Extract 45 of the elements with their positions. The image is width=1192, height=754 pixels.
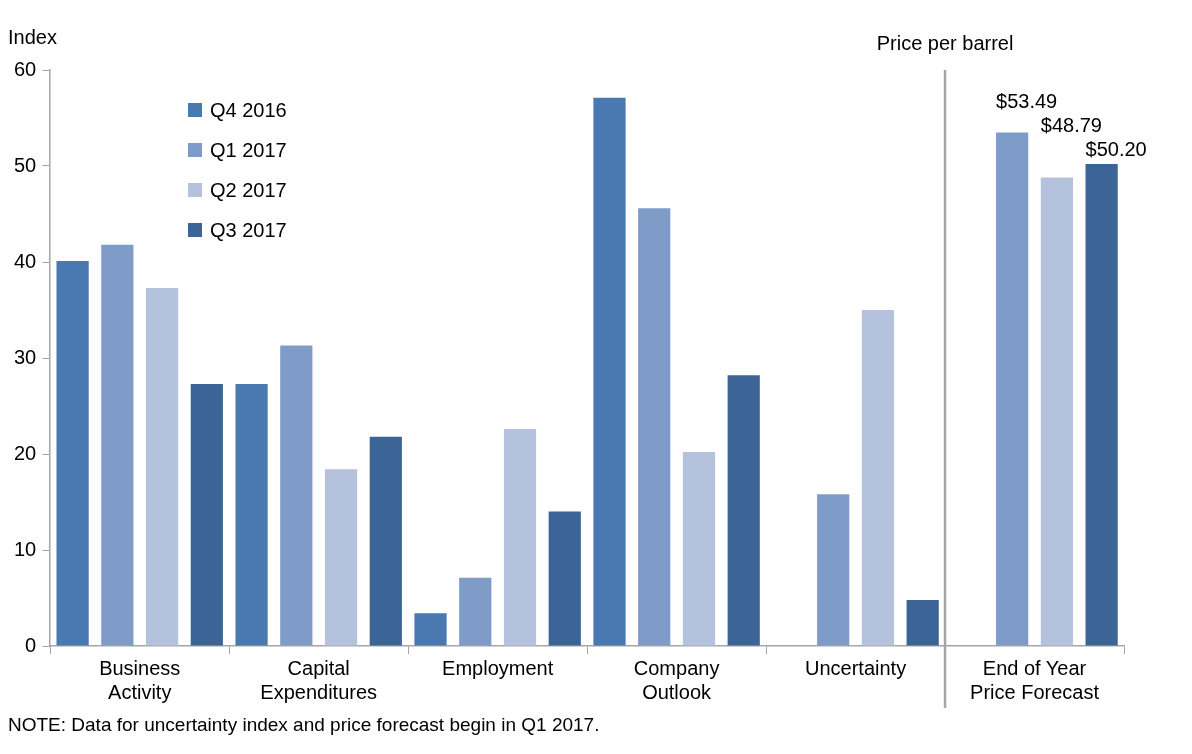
- y-tick-label: 20: [14, 441, 37, 464]
- bar: [145, 287, 179, 646]
- legend-label: Q3 2017: [210, 218, 287, 242]
- bar: [503, 429, 537, 646]
- y-tick-label: 10: [14, 537, 37, 560]
- x-tick-label: Uncertainty: [804, 656, 907, 679]
- text: NOTE: Data for uncertainty index and price forecast begin in Q1 2017.: [8, 714, 601, 736]
- bar: [817, 494, 850, 646]
- bar: [369, 436, 402, 646]
- legend-label: Q2 2017: [210, 178, 287, 202]
- x-tick-label: Employment: [442, 656, 554, 679]
- x-tick-label: Business Activity: [99, 656, 181, 703]
- data-label: $48.79: [1040, 113, 1102, 136]
- bar: [548, 511, 581, 646]
- bar: [101, 244, 134, 646]
- y-tick-label: 60: [14, 57, 37, 80]
- bar: [682, 452, 716, 646]
- bar: [1040, 177, 1073, 646]
- bar: [190, 383, 223, 646]
- data-label: $50.20: [1085, 137, 1147, 160]
- legend-label: Q4 2016: [210, 98, 287, 122]
- bar: [1085, 164, 1118, 646]
- bar: [56, 261, 89, 646]
- bar: [324, 469, 358, 646]
- bar: [638, 208, 671, 646]
- bar: [906, 599, 939, 646]
- bar: [280, 345, 313, 646]
- y-tick-label: 50: [14, 153, 37, 176]
- legend-label: Q1 2017: [210, 138, 287, 162]
- x-tick-label: Company Outlook: [633, 656, 720, 703]
- x-tick-label: End of Year Price Forecast: [970, 656, 1100, 703]
- bar: [593, 97, 626, 646]
- y-tick-label: 0: [25, 633, 37, 656]
- x-tick-label: Capital Expenditures: [260, 656, 378, 703]
- y-axis-title: Index: [8, 25, 57, 48]
- text: Price per barrel: [876, 31, 1014, 54]
- bar: [861, 310, 895, 646]
- bar: [996, 132, 1029, 646]
- data-label: $53.49: [996, 89, 1058, 112]
- y-tick-label: 40: [14, 249, 37, 272]
- bar: [727, 375, 760, 646]
- bar: [459, 577, 492, 646]
- bar: [235, 383, 268, 646]
- y-tick-label: 30: [14, 345, 37, 368]
- bar: [414, 613, 447, 646]
